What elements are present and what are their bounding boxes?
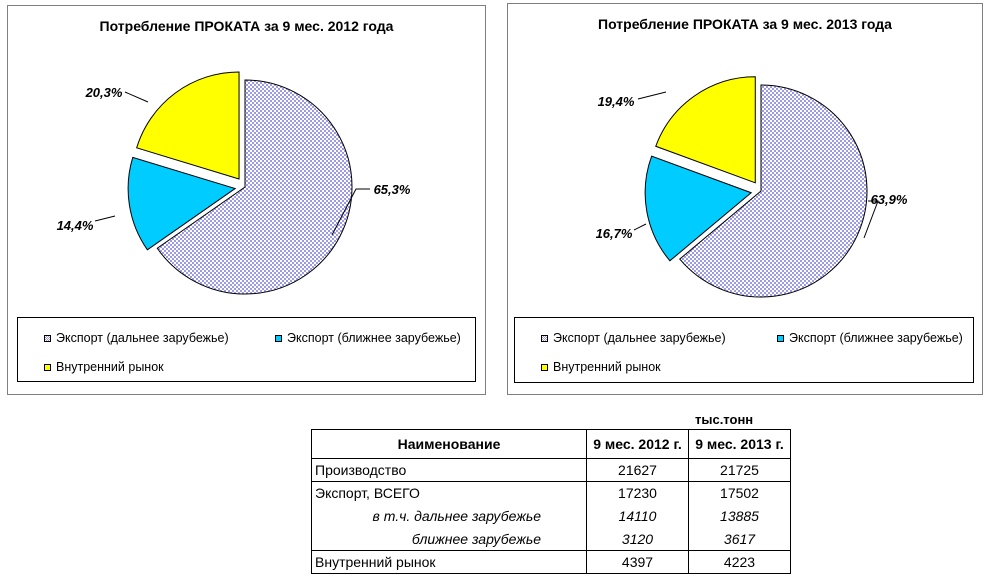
pie-slice: [127, 156, 237, 251]
data-label: 14,4%: [57, 218, 94, 233]
table-cell: 4397: [586, 550, 689, 574]
data-label: 16,7%: [596, 226, 633, 241]
leader-line: [124, 91, 149, 103]
chart-legend: Экспорт (дальнее зарубежье) Экспорт (бли…: [514, 317, 974, 383]
unit-label: тыс.тонн: [695, 412, 754, 427]
chart-panel-2012: Потребление ПРОКАТА за 9 мес. 2012 года …: [7, 5, 486, 395]
pie-chart-2013: 63,9% 16,7% 19,4%: [596, 76, 908, 298]
leader-line: [637, 91, 667, 100]
pie-chart-2012: 65,3% 14,4% 20,3%: [57, 71, 411, 295]
legend-item-domestic: Внутренний рынок: [44, 360, 164, 374]
leader-line: [633, 223, 647, 231]
legend-label: Экспорт (ближнее зарубежье): [789, 331, 963, 345]
table-header-row: Наименование 9 мес. 2012 г. 9 мес. 2013 …: [311, 429, 791, 459]
table-cell: 17502: [688, 481, 791, 505]
legend-swatch: [541, 363, 548, 371]
table-row: в т.ч. дальнее зарубежье 14110 13885: [311, 504, 791, 528]
pie-slice: [136, 71, 240, 180]
table-cell: 3617: [688, 527, 791, 551]
pie-slice: [644, 155, 753, 262]
table-header-cell: 9 мес. 2012 г.: [586, 429, 689, 459]
data-table: Наименование 9 мес. 2012 г. 9 мес. 2013 …: [311, 429, 791, 574]
legend-label: Внутренний рынок: [553, 360, 661, 374]
legend-swatch: [541, 334, 548, 342]
legend-swatch: [44, 334, 51, 342]
table-cell: 21725: [688, 458, 791, 482]
leader-line: [94, 215, 116, 222]
legend-label: Экспорт (ближнее зарубежье): [287, 331, 461, 345]
data-label: 19,4%: [598, 94, 635, 109]
legend-swatch: [44, 363, 51, 371]
table-header-cell: 9 мес. 2013 г.: [688, 429, 791, 459]
table-cell: в т.ч. дальнее зарубежье: [311, 504, 587, 528]
pie-slice: [679, 84, 868, 298]
data-label: 63,9%: [871, 192, 908, 207]
legend-swatch: [275, 334, 282, 342]
leader-line: [863, 200, 879, 239]
table-cell: 17230: [586, 481, 689, 505]
legend-label: Экспорт (дальнее зарубежье): [56, 331, 229, 345]
pie-slice: [156, 79, 353, 295]
legend-item-far: Экспорт (дальнее зарубежье): [44, 331, 229, 345]
table-cell: Экспорт, ВСЕГО: [311, 481, 587, 505]
table-header-cell: Наименование: [311, 429, 587, 459]
chart-title: Потребление ПРОКАТА за 9 мес. 2013 года: [598, 16, 892, 32]
data-label: 65,3%: [374, 182, 411, 197]
table-cell: Производство: [311, 458, 587, 482]
data-label: 20,3%: [85, 85, 123, 100]
table-cell: 3120: [586, 527, 689, 551]
table-cell: 13885: [688, 504, 791, 528]
leader-line: [331, 188, 370, 236]
table-row: Производство 21627 21725: [311, 458, 791, 482]
table-cell: ближнее зарубежье: [311, 527, 587, 551]
legend-item-far: Экспорт (дальнее зарубежье): [541, 331, 726, 345]
table-cell: 21627: [586, 458, 689, 482]
chart-legend: Экспорт (дальнее зарубежье) Экспорт (бли…: [17, 317, 476, 382]
legend-item-near: Экспорт (ближнее зарубежье): [275, 331, 461, 345]
table-cell: Внутренний рынок: [311, 550, 587, 574]
legend-label: Внутренний рынок: [56, 360, 164, 374]
legend-label: Экспорт (дальнее зарубежье): [553, 331, 726, 345]
pie-slice: [655, 76, 756, 184]
table-row: ближнее зарубежье 3120 3617: [311, 527, 791, 551]
chart-title: Потребление ПРОКАТА за 9 мес. 2012 года: [99, 18, 394, 34]
chart-panel-2013: Потребление ПРОКАТА за 9 мес. 2013 года …: [507, 3, 983, 395]
table-cell: 14110: [586, 504, 689, 528]
table-cell: 4223: [688, 550, 791, 574]
legend-item-domestic: Внутренний рынок: [541, 360, 661, 374]
table-row: Внутренний рынок 4397 4223: [311, 550, 791, 574]
legend-item-near: Экспорт (ближнее зарубежье): [777, 331, 963, 345]
legend-swatch: [777, 334, 784, 342]
table-row: Экспорт, ВСЕГО 17230 17502: [311, 481, 791, 505]
